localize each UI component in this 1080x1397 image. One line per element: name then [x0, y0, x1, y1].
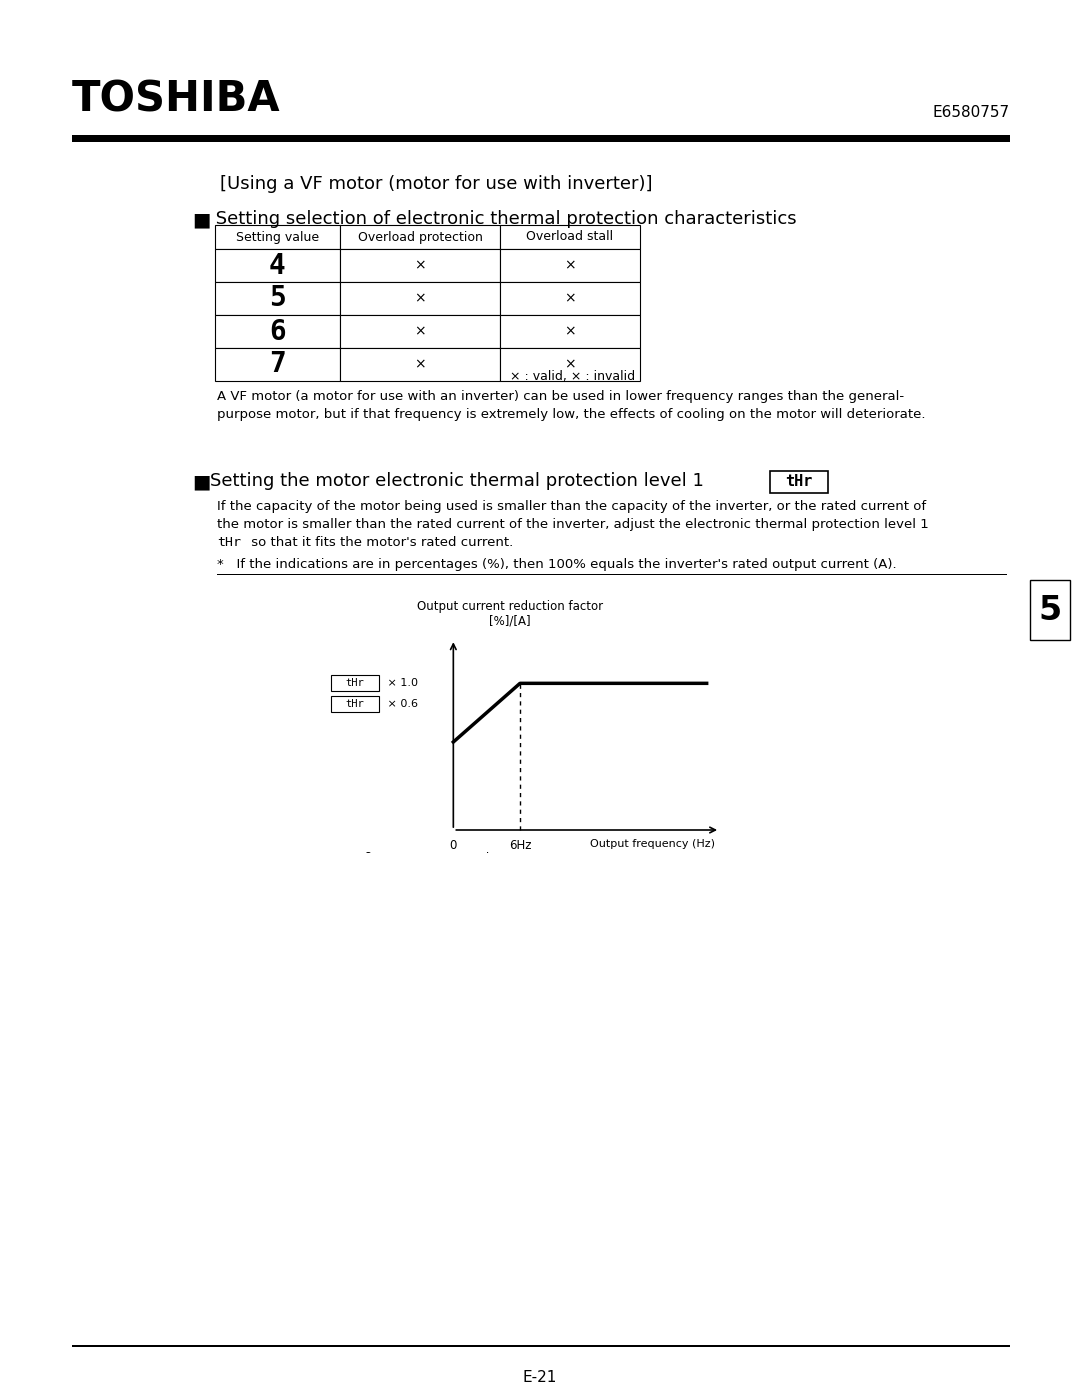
- Text: 6: 6: [269, 317, 286, 345]
- Text: Output current reduction factor: Output current reduction factor: [417, 599, 603, 613]
- Bar: [500, 225, 640, 249]
- Text: so that it fits the motor's rated current.: so that it fits the motor's rated curren…: [247, 536, 513, 549]
- Text: Setting selection of electronic thermal protection characteristics: Setting selection of electronic thermal …: [210, 210, 797, 228]
- Text: × 0.6: × 0.6: [384, 698, 418, 708]
- Text: tHr: tHr: [217, 536, 241, 549]
- Text: Output frequency (Hz): Output frequency (Hz): [590, 838, 715, 849]
- Text: tHr: tHr: [346, 679, 364, 689]
- Text: purpose motor, but if that frequency is extremely low, the effects of cooling on: purpose motor, but if that frequency is …: [217, 408, 926, 420]
- Text: tHr: tHr: [346, 698, 364, 708]
- Text: [Using a VF motor (motor for use with inverter)]: [Using a VF motor (motor for use with in…: [220, 175, 652, 193]
- Text: ×: ×: [564, 324, 576, 338]
- Bar: [215, 249, 340, 282]
- Text: Setting the motor electronic thermal protection level 1: Setting the motor electronic thermal pro…: [210, 472, 704, 490]
- Text: ×: ×: [564, 292, 576, 306]
- Text: 7: 7: [269, 351, 286, 379]
- Text: 5: 5: [269, 285, 286, 313]
- Text: Overload protection: Overload protection: [357, 231, 483, 243]
- Text: Setting of motor overload protection start level: Setting of motor overload protection sta…: [330, 840, 610, 854]
- Text: TOSHIBA: TOSHIBA: [72, 78, 281, 120]
- Text: *   If the indications are in percentages (%), then 100% equals the inverter's r: * If the indications are in percentages …: [217, 557, 896, 571]
- Text: [%]/[A]: [%]/[A]: [489, 615, 530, 627]
- Bar: [340, 348, 500, 381]
- Text: ×: ×: [415, 358, 426, 372]
- Text: If the capacity of the motor being used is smaller than the capacity of the inve: If the capacity of the motor being used …: [217, 500, 927, 513]
- Bar: [500, 314, 640, 348]
- Text: Setting value: Setting value: [235, 231, 319, 243]
- Bar: [215, 348, 340, 381]
- Text: tHr: tHr: [785, 475, 812, 489]
- Text: the motor is smaller than the rated current of the inverter, adjust the electron: the motor is smaller than the rated curr…: [217, 518, 929, 531]
- Text: E-21: E-21: [523, 1370, 557, 1384]
- Text: ■: ■: [192, 472, 211, 490]
- Text: ×: ×: [415, 324, 426, 338]
- Bar: [500, 282, 640, 314]
- Bar: [500, 348, 640, 381]
- Bar: [340, 282, 500, 314]
- Bar: [215, 225, 340, 249]
- Text: ×: ×: [415, 258, 426, 272]
- Text: ×: ×: [415, 292, 426, 306]
- Bar: [340, 225, 500, 249]
- Bar: [72, 136, 1010, 142]
- Text: E6580757: E6580757: [933, 105, 1010, 120]
- Text: 0: 0: [449, 838, 457, 852]
- Bar: [340, 314, 500, 348]
- Bar: [1030, 580, 1070, 640]
- Text: Overload stall: Overload stall: [526, 231, 613, 243]
- FancyBboxPatch shape: [330, 696, 379, 712]
- Text: × 1.0: × 1.0: [384, 679, 418, 689]
- Text: ×: ×: [564, 258, 576, 272]
- Bar: [72, 1345, 1010, 1347]
- Bar: [500, 249, 640, 282]
- Text: 5: 5: [1038, 594, 1062, 626]
- Text: 4: 4: [269, 251, 286, 279]
- Text: 6Hz: 6Hz: [509, 838, 531, 852]
- Bar: [770, 471, 828, 493]
- Bar: [340, 249, 500, 282]
- Text: A VF motor (a motor for use with an inverter) can be used in lower frequency ran: A VF motor (a motor for use with an inve…: [217, 390, 904, 402]
- FancyBboxPatch shape: [330, 675, 379, 692]
- Text: × : valid, × : invalid: × : valid, × : invalid: [510, 370, 635, 383]
- Bar: [215, 282, 340, 314]
- Text: ×: ×: [564, 358, 576, 372]
- Text: ■: ■: [192, 210, 211, 229]
- Bar: [215, 314, 340, 348]
